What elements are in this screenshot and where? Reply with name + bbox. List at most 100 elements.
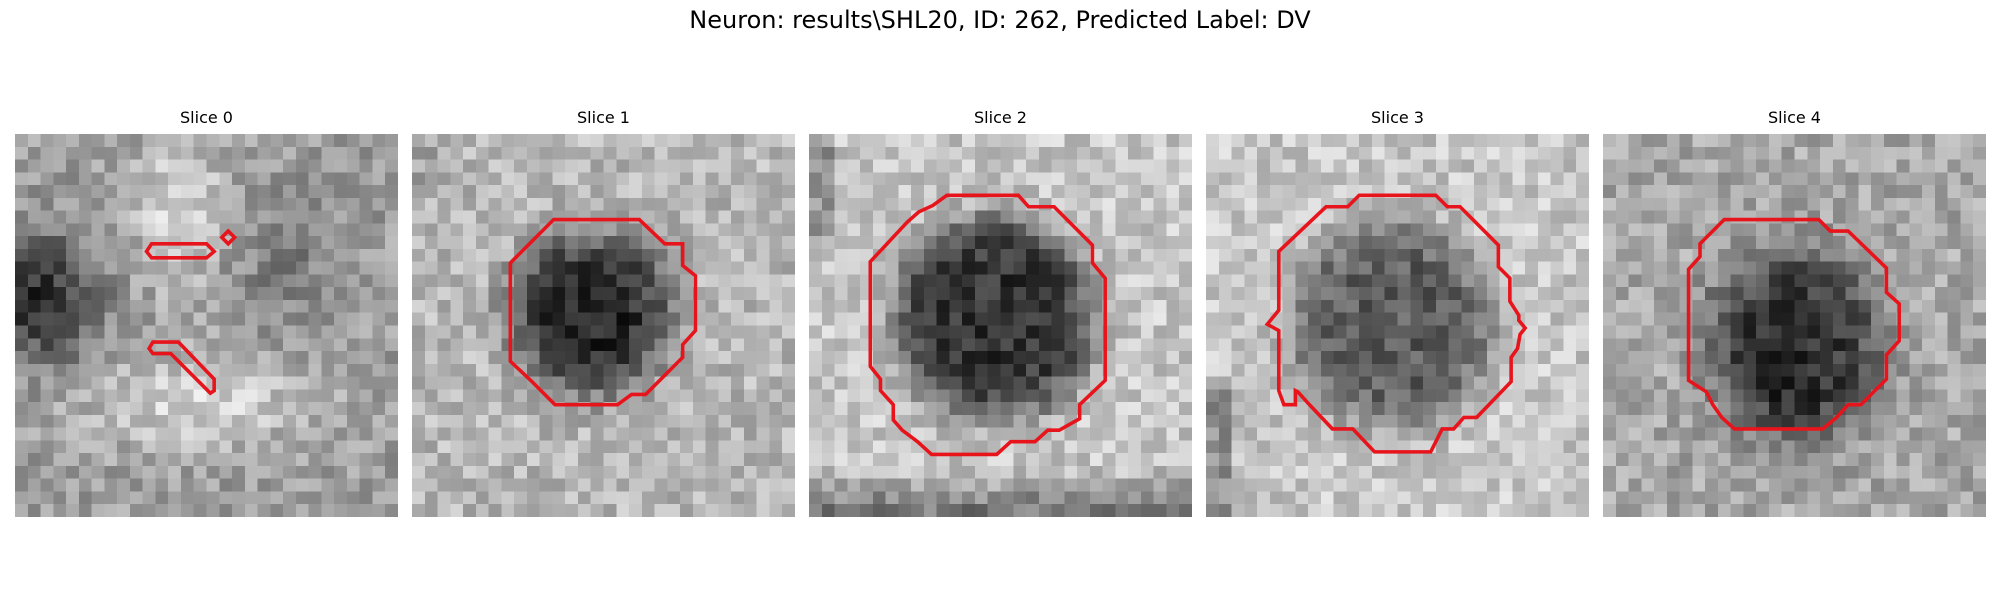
pixel (283, 236, 297, 250)
pixel (1692, 325, 1706, 339)
pixel (1896, 440, 1910, 454)
pixel (1359, 414, 1373, 428)
pixel (756, 376, 770, 390)
pixel (244, 504, 258, 517)
pixel (1654, 376, 1668, 390)
pixel (1512, 146, 1526, 160)
pixel (1603, 453, 1617, 467)
slice-panel-2: Slice 2 (809, 108, 1192, 518)
pixel (372, 299, 386, 313)
pixel (15, 338, 29, 352)
pixel (526, 427, 540, 441)
pixel (1128, 312, 1142, 326)
pixel (1435, 172, 1449, 186)
pixel (1654, 134, 1668, 148)
pixel (1807, 159, 1821, 173)
pixel (142, 478, 156, 492)
pixel (180, 453, 194, 467)
pixel (1206, 414, 1220, 428)
pixel (1525, 134, 1539, 148)
pixel (437, 440, 451, 454)
pixel (1641, 248, 1655, 262)
pixel (1628, 236, 1642, 250)
pixel (834, 491, 848, 505)
pixel (1717, 427, 1731, 441)
pixel (923, 491, 937, 505)
pixel (117, 351, 131, 365)
pixel (66, 453, 80, 467)
pixel (821, 440, 835, 454)
pixel (1448, 172, 1462, 186)
pixel (129, 325, 143, 339)
pixel (616, 376, 630, 390)
pixel (257, 210, 271, 224)
pixel (1140, 465, 1154, 479)
pixel (1448, 351, 1462, 365)
pixel (129, 351, 143, 365)
pixel (66, 389, 80, 403)
pixel (1883, 414, 1897, 428)
pixel (718, 197, 732, 211)
pixel (1576, 223, 1589, 237)
pixel (1563, 402, 1577, 416)
pixel (667, 223, 681, 237)
pixel (1871, 325, 1885, 339)
pixel (321, 134, 335, 148)
pixel (1269, 197, 1283, 211)
pixel (1218, 146, 1232, 160)
pixel (847, 248, 861, 262)
pixel (1871, 351, 1885, 365)
pixel (1077, 376, 1091, 390)
pixel (769, 134, 783, 148)
pixel (488, 427, 502, 441)
pixel (450, 223, 464, 237)
pixel (1244, 440, 1258, 454)
pixel (412, 185, 426, 199)
pixel (1231, 465, 1245, 479)
pixel (1384, 274, 1398, 288)
pixel (1947, 338, 1961, 352)
pixel (1257, 504, 1271, 517)
pixel (898, 376, 912, 390)
pixel (1512, 465, 1526, 479)
pixel (539, 325, 553, 339)
pixel (603, 338, 617, 352)
pixel (1257, 134, 1271, 148)
pixel (142, 325, 156, 339)
pixel (949, 197, 963, 211)
pixel (1384, 299, 1398, 313)
pixel (1730, 414, 1744, 428)
pixel (463, 453, 477, 467)
pixel (923, 236, 937, 250)
pixel (1692, 427, 1706, 441)
pixel (1282, 248, 1296, 262)
pixel (1960, 465, 1974, 479)
pixel (1102, 440, 1116, 454)
pixel (1756, 236, 1770, 250)
pixel (1525, 504, 1539, 517)
pixel (1295, 363, 1309, 377)
pixel (1140, 389, 1154, 403)
pixel (475, 427, 489, 441)
pixel (1576, 491, 1589, 505)
slice-image (1603, 134, 1986, 517)
pixel (539, 414, 553, 428)
pixel (847, 159, 861, 173)
pixel (488, 491, 502, 505)
pixel (1051, 287, 1065, 301)
pixel (885, 274, 899, 288)
pixel (1320, 210, 1334, 224)
pixel (321, 351, 335, 365)
pixel (1525, 363, 1539, 377)
pixel (1359, 478, 1373, 492)
pixel (911, 274, 925, 288)
pixel (1346, 287, 1360, 301)
pixel (1705, 287, 1719, 301)
pixel (244, 223, 258, 237)
pixel (1820, 223, 1834, 237)
pixel (488, 402, 502, 416)
pixel (1922, 376, 1936, 390)
pixel (769, 351, 783, 365)
pixel (1308, 363, 1322, 377)
pixel (346, 223, 360, 237)
